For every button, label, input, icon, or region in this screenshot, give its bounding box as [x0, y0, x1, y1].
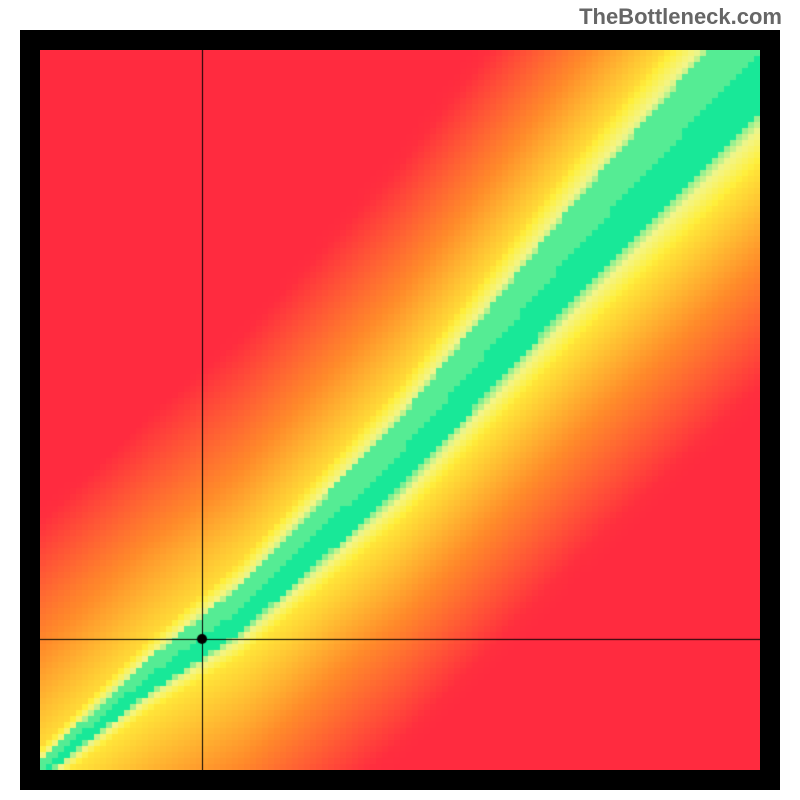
chart-container: TheBottleneck.com — [0, 0, 800, 800]
heatmap-plot — [40, 50, 760, 770]
heatmap-canvas — [40, 50, 760, 770]
chart-frame — [20, 30, 780, 790]
watermark-text: TheBottleneck.com — [579, 4, 782, 30]
